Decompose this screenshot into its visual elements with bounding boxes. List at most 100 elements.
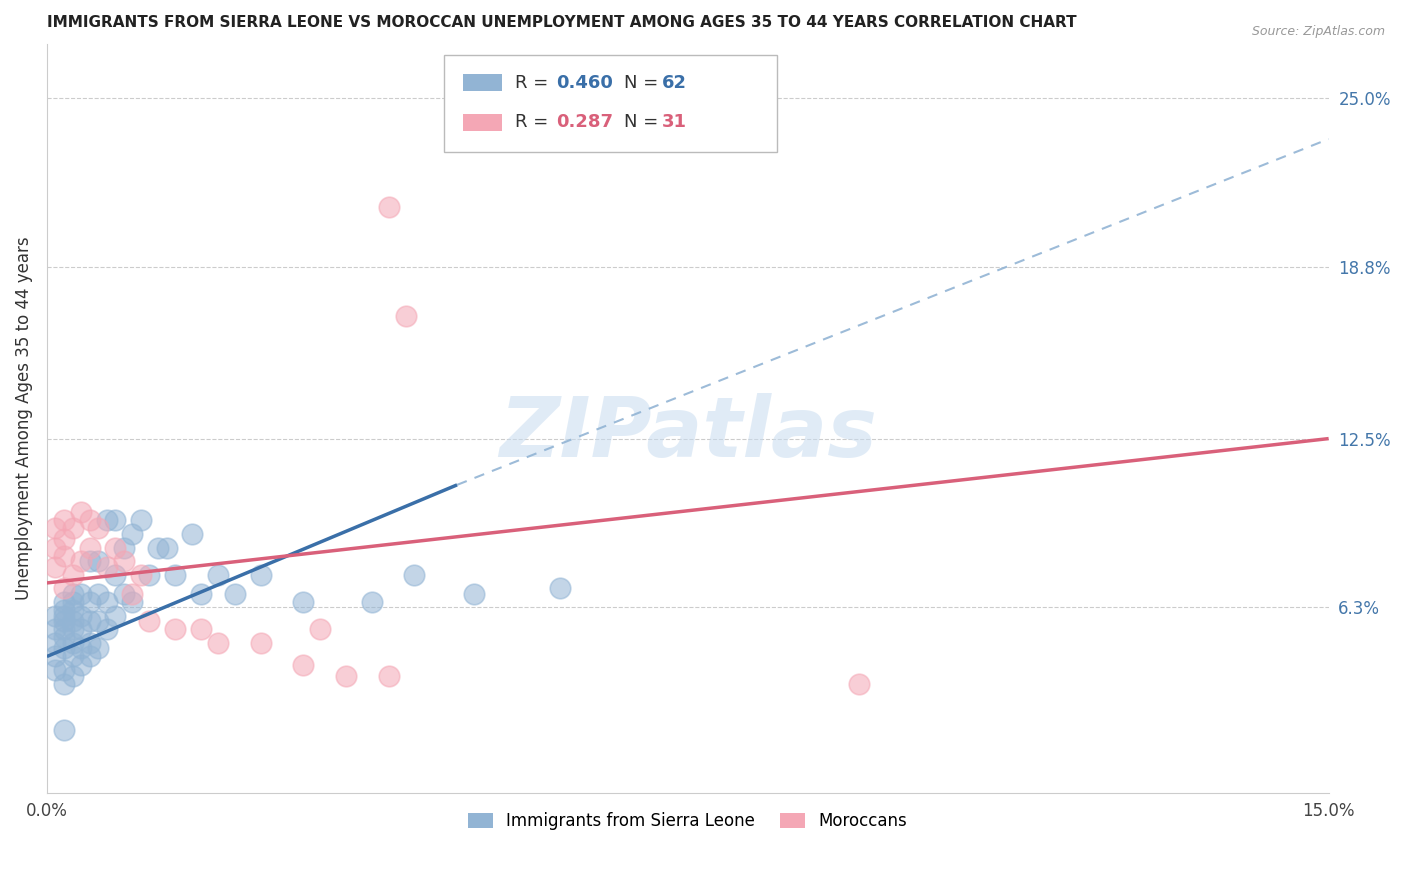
Point: [104, 608, 127, 623]
Point: [53, 676, 76, 690]
Point: [181, 527, 204, 541]
Point: [335, 668, 357, 682]
Point: [87, 614, 110, 628]
Point: [79, 554, 101, 568]
Point: [165, 567, 187, 582]
Point: [44, 622, 66, 636]
Point: [70, 608, 93, 623]
Text: Source: ZipAtlas.com: Source: ZipAtlas.com: [1251, 25, 1385, 38]
Point: [129, 513, 152, 527]
Point: [62, 587, 84, 601]
Point: [87, 554, 110, 568]
Text: 62: 62: [662, 74, 688, 92]
Text: IMMIGRANTS FROM SIERRA LEONE VS MOROCCAN UNEMPLOYMENT AMONG AGES 35 TO 44 YEARS : IMMIGRANTS FROM SIERRA LEONE VS MOROCCAN…: [46, 15, 1077, 30]
Text: 31: 31: [662, 113, 688, 131]
Point: [44, 608, 66, 623]
Point: [62, 649, 84, 664]
Point: [224, 587, 246, 601]
Point: [112, 541, 135, 555]
Point: [129, 567, 152, 582]
Point: [44, 521, 66, 535]
Point: [146, 541, 169, 555]
Point: [96, 595, 118, 609]
Point: [207, 567, 229, 582]
Point: [165, 622, 187, 636]
Point: [190, 587, 212, 601]
FancyBboxPatch shape: [464, 74, 502, 91]
Text: 0.287: 0.287: [555, 113, 613, 131]
Point: [104, 541, 127, 555]
Text: 0.460: 0.460: [555, 74, 613, 92]
Point: [190, 622, 212, 636]
Point: [87, 641, 110, 656]
Point: [79, 541, 101, 555]
Point: [79, 513, 101, 527]
FancyBboxPatch shape: [464, 114, 502, 130]
Point: [249, 636, 271, 650]
Point: [53, 723, 76, 737]
Point: [121, 587, 143, 601]
Point: [121, 527, 143, 541]
Point: [96, 513, 118, 527]
Point: [62, 636, 84, 650]
Point: [53, 549, 76, 563]
Point: [62, 567, 84, 582]
Point: [96, 622, 118, 636]
Point: [53, 582, 76, 596]
Point: [155, 541, 177, 555]
Point: [360, 595, 382, 609]
Point: [44, 541, 66, 555]
Point: [404, 567, 426, 582]
Point: [70, 657, 93, 672]
Text: N =: N =: [624, 74, 664, 92]
Point: [395, 309, 418, 323]
Point: [96, 559, 118, 574]
Point: [87, 587, 110, 601]
Point: [848, 676, 870, 690]
Point: [249, 567, 271, 582]
Point: [44, 636, 66, 650]
FancyBboxPatch shape: [444, 55, 778, 153]
Point: [138, 567, 160, 582]
Point: [53, 663, 76, 677]
Point: [70, 587, 93, 601]
Point: [53, 608, 76, 623]
Point: [62, 614, 84, 628]
Point: [53, 595, 76, 609]
Text: N =: N =: [624, 113, 664, 131]
Point: [53, 603, 76, 617]
Point: [70, 622, 93, 636]
Point: [62, 622, 84, 636]
Point: [309, 622, 332, 636]
Point: [207, 636, 229, 650]
Point: [104, 567, 127, 582]
Point: [377, 668, 399, 682]
Point: [62, 521, 84, 535]
Point: [70, 554, 93, 568]
Point: [44, 663, 66, 677]
Point: [463, 587, 485, 601]
Point: [104, 513, 127, 527]
Point: [548, 582, 571, 596]
Point: [53, 513, 76, 527]
Point: [53, 631, 76, 645]
Point: [79, 636, 101, 650]
Point: [44, 649, 66, 664]
Point: [70, 641, 93, 656]
Point: [112, 587, 135, 601]
Point: [62, 668, 84, 682]
Text: R =: R =: [515, 113, 554, 131]
Point: [292, 595, 315, 609]
Point: [138, 614, 160, 628]
Point: [70, 505, 93, 519]
Point: [79, 649, 101, 664]
Point: [62, 595, 84, 609]
Point: [53, 622, 76, 636]
Point: [53, 614, 76, 628]
Point: [79, 595, 101, 609]
Y-axis label: Unemployment Among Ages 35 to 44 years: Unemployment Among Ages 35 to 44 years: [15, 236, 32, 600]
Point: [79, 614, 101, 628]
Text: ZIPatlas: ZIPatlas: [499, 392, 877, 474]
Point: [121, 595, 143, 609]
Point: [292, 657, 315, 672]
